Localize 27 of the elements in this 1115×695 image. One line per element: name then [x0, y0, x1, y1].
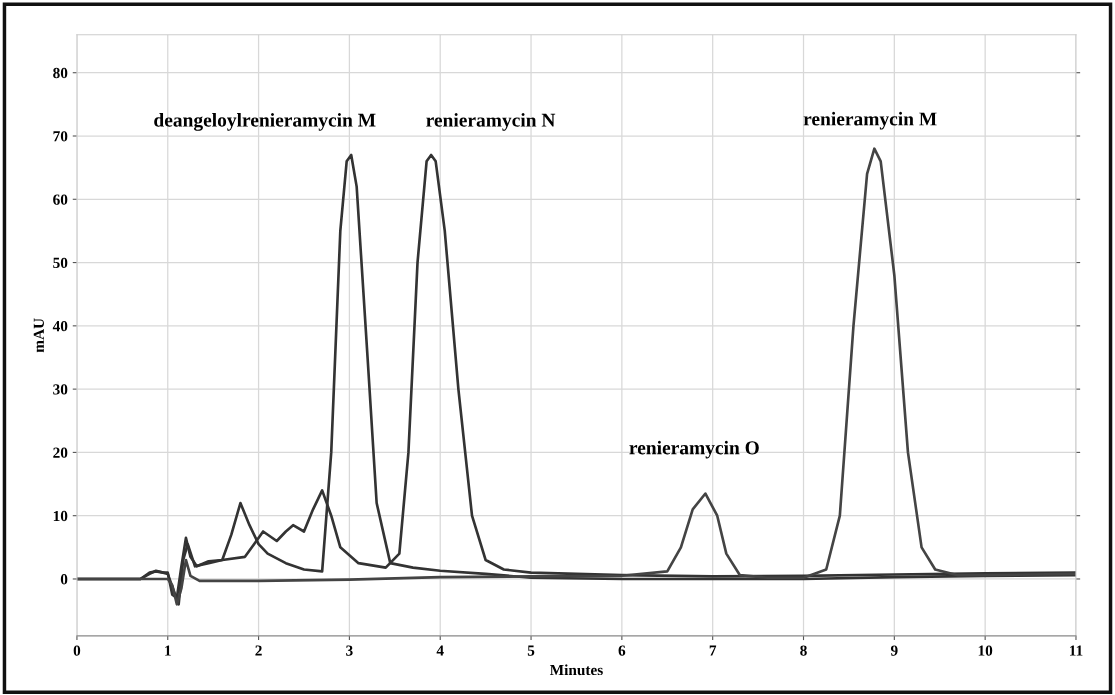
x-tick-label: 0	[73, 645, 81, 656]
x-tick-label: 7	[709, 645, 717, 656]
y-tick-label: 70	[53, 131, 68, 142]
y-tick-label: 80	[53, 67, 68, 79]
y-tick-label: 60	[53, 194, 68, 205]
y-tick-label: 40	[52, 320, 68, 332]
x-tick-label: 6	[618, 645, 626, 656]
x-tick-label: 5	[527, 645, 535, 656]
x-tick-label: 8	[800, 645, 807, 656]
annotation: renieramycin O	[629, 440, 759, 459]
x-tick-label: 9	[890, 645, 898, 656]
y-tick-label: 20	[53, 447, 68, 458]
annotation: renieramycin N	[426, 113, 556, 131]
y-tick-label: 50	[53, 257, 68, 269]
annotation: renieramycin M	[803, 111, 937, 130]
x-tick-label: 11	[1069, 645, 1083, 656]
y-axis-title: mAU	[33, 318, 44, 353]
x-tick-label: 1	[165, 645, 171, 656]
x-tick-label: 3	[346, 645, 353, 656]
x-tick-label: 10	[978, 645, 993, 656]
x-tick-label: 4	[436, 645, 444, 656]
y-tick-label: 30	[53, 384, 68, 395]
x-tick-label: 2	[255, 645, 262, 656]
annotation: deangeloylrenieramycin M	[154, 113, 376, 131]
y-tick-label: 10	[53, 510, 68, 522]
y-tick-label: 0	[60, 574, 68, 585]
x-axis-title: Minutes	[549, 664, 603, 676]
